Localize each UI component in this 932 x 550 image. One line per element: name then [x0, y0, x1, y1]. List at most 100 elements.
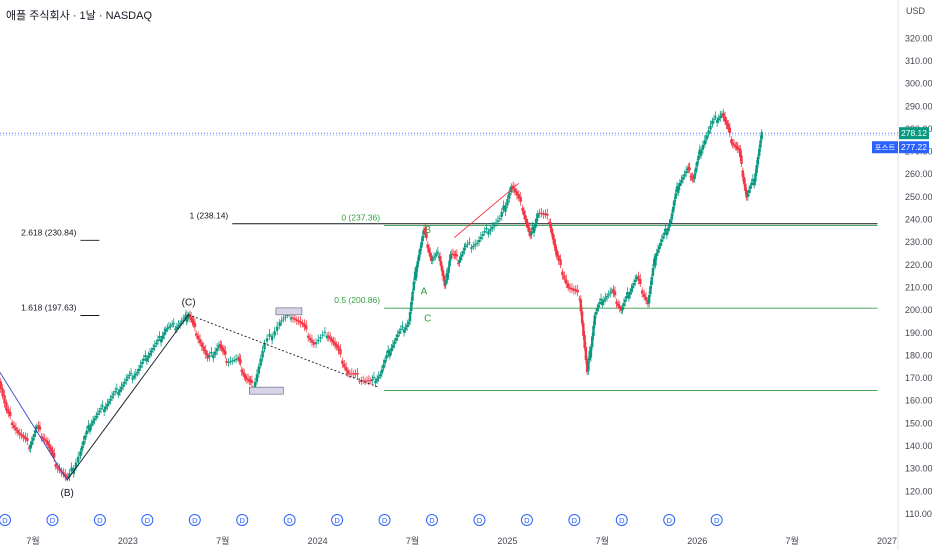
candle-body	[642, 293, 646, 298]
candle-body	[570, 288, 574, 290]
candle-body	[387, 350, 390, 354]
candle-body	[631, 285, 634, 289]
candle-body	[720, 113, 724, 116]
candle-body	[12, 424, 16, 428]
candle-body	[677, 186, 680, 193]
candle-body	[601, 301, 604, 306]
candle-body	[628, 291, 632, 295]
candle-body	[481, 234, 484, 236]
candle-body	[83, 435, 87, 440]
candle-body	[185, 319, 188, 322]
dividend-marker	[141, 514, 154, 526]
x-tick-label: 7월	[406, 535, 419, 546]
candle-body	[150, 350, 153, 353]
candle-body	[653, 259, 656, 267]
dividend-marker-label: D	[145, 516, 151, 525]
candle-body	[221, 347, 224, 351]
candle-body	[587, 361, 590, 371]
candle-body	[3, 395, 6, 404]
candle-body	[147, 355, 150, 359]
candle-body	[421, 235, 424, 242]
candle-body	[151, 347, 155, 350]
post-price-value: 277.22	[901, 142, 927, 152]
candle-body	[48, 444, 51, 449]
x-tick-label: 7월	[26, 535, 39, 546]
candle-body	[372, 376, 376, 378]
candle-body	[195, 333, 198, 336]
fib-level-label: 0.5 (200.86)	[334, 295, 380, 305]
candle-body	[686, 168, 689, 171]
candle-body	[592, 325, 595, 337]
candle-body	[618, 305, 621, 309]
candle-body	[35, 426, 38, 430]
candle-body	[750, 182, 753, 186]
dividend-marker	[188, 514, 201, 526]
candle-body	[106, 403, 109, 407]
candle-body	[123, 381, 126, 384]
candle-body	[52, 452, 56, 458]
wave-label: B	[424, 225, 431, 236]
candle-body	[735, 145, 738, 148]
candle-body	[404, 327, 407, 330]
candle-body	[609, 292, 612, 294]
candle-body	[375, 378, 379, 381]
candle-body	[566, 283, 570, 289]
candle-body	[229, 361, 232, 363]
candle-body	[95, 415, 98, 418]
wave-line	[66, 314, 189, 481]
candle-body	[635, 277, 638, 279]
candle-body	[588, 351, 591, 361]
candle-body	[597, 305, 600, 308]
candle-body	[118, 389, 122, 393]
candle-body	[249, 379, 252, 383]
candle-body	[28, 447, 31, 449]
candle-body	[745, 190, 748, 198]
candle-body	[240, 369, 243, 372]
candle-body	[220, 345, 223, 349]
candle-body	[193, 323, 197, 328]
x-tick-label: 2025	[497, 536, 517, 546]
candle-body	[680, 180, 683, 183]
candle-body	[752, 181, 756, 186]
candle-body	[458, 260, 461, 264]
candle-body	[46, 441, 50, 446]
candle-body	[183, 317, 187, 319]
candle-body	[333, 342, 337, 346]
candle-body	[257, 366, 261, 374]
candle-body	[731, 142, 734, 145]
candle-body	[158, 336, 161, 338]
candle-body	[208, 355, 211, 358]
candle-body	[589, 346, 593, 358]
candle-body	[388, 351, 391, 357]
candle-body	[591, 336, 594, 347]
candle-body	[189, 316, 193, 321]
candle-body	[82, 440, 85, 446]
candle-body	[472, 245, 475, 248]
candle-body	[255, 374, 259, 382]
candle-body	[22, 435, 25, 438]
candle-body	[102, 409, 106, 412]
candle-body	[263, 342, 266, 350]
candle-body	[747, 190, 751, 193]
candle-body	[390, 348, 393, 352]
candle-body	[33, 433, 36, 437]
candle-body	[538, 212, 541, 214]
dividend-marker	[615, 514, 628, 526]
candle-body	[365, 380, 369, 382]
candle-body	[202, 346, 205, 351]
candle-body	[698, 149, 701, 154]
candle-body	[282, 318, 285, 320]
candle-body	[234, 359, 238, 361]
candle-body	[379, 374, 382, 376]
candle-body	[114, 391, 117, 393]
candle-body	[169, 325, 172, 327]
candle-body	[41, 437, 45, 440]
candle-body	[683, 174, 686, 177]
candle-body	[598, 302, 602, 305]
candle-body	[308, 337, 312, 341]
candle-body	[401, 326, 404, 328]
candle-body	[238, 357, 241, 361]
candle-body	[475, 242, 479, 244]
candle-body	[107, 401, 111, 404]
